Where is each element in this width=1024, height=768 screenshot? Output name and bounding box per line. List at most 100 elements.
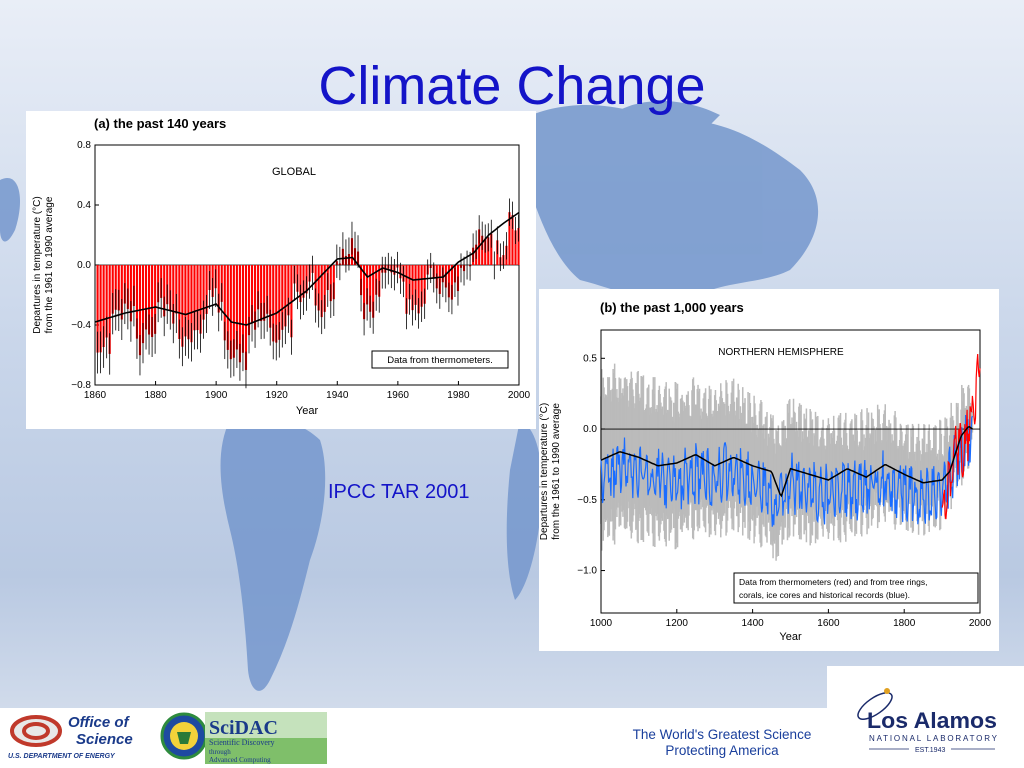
x-tick-label: 1880	[144, 390, 167, 401]
scidac-name: SciDAC	[209, 717, 278, 739]
temperature-bar	[414, 265, 417, 305]
y-tick-label: −0.8	[71, 380, 91, 391]
temperature-bar	[223, 265, 226, 341]
temperature-bar	[148, 265, 151, 335]
x-tick-label: 1600	[817, 618, 840, 629]
los-alamos-logo: Los Alamos NATIONAL LABORATORY EST.1943	[827, 666, 1024, 768]
chart-a-ylabel-group: Departures in temperature (°C) from the 1…	[32, 196, 55, 334]
chart-a-ylabel-line1: Departures in temperature (°C)	[32, 196, 43, 333]
chart-b-ylabel-group: Departures in temperature (°C) from the 1…	[539, 403, 562, 541]
chart-b-annotation-line2: corals, ice cores and historical records…	[739, 590, 910, 600]
temperature-bar	[126, 265, 129, 309]
x-tick-label: 1940	[326, 390, 349, 401]
temperature-bar	[132, 265, 135, 307]
temperature-bar	[284, 265, 287, 327]
atom-nucleus-icon	[884, 688, 890, 694]
temperature-bar	[129, 265, 132, 322]
temperature-bar	[511, 215, 514, 265]
temperature-bar	[317, 265, 320, 311]
temperature-bar	[187, 265, 190, 340]
x-tick-label: 1960	[387, 390, 410, 401]
temperature-bar	[332, 265, 335, 300]
temperature-bar	[408, 265, 411, 300]
y-tick-label: 0.4	[77, 200, 91, 211]
y-tick-label: −0.4	[71, 320, 91, 331]
temperature-bar	[450, 265, 453, 300]
chart-b-xlabel: Year	[779, 631, 802, 643]
x-tick-label: 2000	[508, 390, 531, 401]
chart-b-region-label: NORTHERN HEMISPHERE	[718, 347, 844, 358]
temperature-bar	[108, 265, 111, 354]
chart-panel-past-140-years: (a) the past 140 years 1860 1880 1900 1920 19…	[26, 111, 536, 429]
temperature-bar	[120, 265, 123, 320]
temperature-bar	[196, 265, 199, 331]
chart-a-svg: (a) the past 140 years 1860 1880 1900 1920 19…	[32, 116, 531, 417]
chart-b-ylabel-line1: Departures in temperature (°C)	[539, 403, 550, 540]
temperature-bar	[247, 265, 251, 336]
temperature-bar	[193, 265, 196, 331]
chart-b-svg: (b) the past 1,000 years 1000 1200 1400 1600…	[539, 300, 992, 643]
temperature-bar	[232, 265, 235, 358]
temperature-bar	[508, 212, 511, 265]
chart-a-ylabel-line2: from the 1961 to 1990 average	[44, 196, 55, 333]
temperature-bar	[411, 265, 414, 311]
temperature-bar	[241, 265, 245, 353]
ipcc-caption: IPCC TAR 2001	[328, 481, 470, 503]
scidac-logo: SciDAC Scientific Discovery through Adva…	[205, 712, 327, 764]
temperature-bar	[244, 265, 248, 370]
chart-a-xlabel: Year	[296, 405, 319, 417]
temperature-bar	[278, 265, 281, 340]
temperature-bar	[238, 265, 241, 363]
temperature-bar	[175, 265, 178, 314]
chart-a-region-label: GLOBAL	[272, 166, 316, 178]
temperature-bar	[254, 265, 257, 330]
temperature-bar	[320, 265, 323, 318]
temperature-bar	[190, 265, 193, 343]
temperature-bar	[423, 265, 426, 304]
temperature-bar	[405, 265, 408, 314]
tagline-line2: Protecting America	[665, 743, 779, 758]
temperature-bar	[281, 265, 284, 330]
y-tick-label: 0.8	[77, 140, 91, 151]
temperature-bar	[144, 265, 148, 330]
temperature-bar	[184, 265, 187, 337]
footer-tagline: The World's Greatest Science Protecting …	[606, 727, 838, 759]
temperature-bar	[420, 265, 423, 307]
x-tick-label: 2000	[969, 618, 992, 629]
chart-b-annotation-line1: Data from thermometers (red) and from tr…	[739, 577, 927, 587]
temperature-bar	[299, 265, 302, 303]
y-tick-label: 0.5	[583, 353, 597, 364]
chart-b-ylabel-line2: from the 1961 to 1990 average	[551, 403, 562, 540]
annotation-box	[371, 350, 509, 369]
scidac-sub1: Scientific Discovery	[209, 738, 275, 747]
temperature-bar	[163, 265, 166, 317]
scidac-sub3: Advanced Computing	[209, 756, 271, 764]
temperature-bar	[114, 265, 117, 310]
x-tick-label: 1400	[741, 618, 764, 629]
temperature-bar	[260, 265, 263, 322]
temperature-bar	[205, 265, 208, 314]
office-logo-emblem-outer	[10, 715, 62, 747]
y-tick-label: −0.5	[577, 495, 597, 506]
y-tick-label: 0.0	[77, 260, 91, 271]
office-logo-emblem-inner	[22, 722, 50, 740]
temperature-bar	[154, 265, 157, 334]
temperature-bar	[99, 265, 102, 353]
chart-a-annotation: Data from thermometers.	[387, 355, 493, 366]
temperature-bar	[202, 265, 205, 320]
temperature-bar	[447, 265, 450, 298]
temperature-bar	[96, 265, 99, 353]
chart-a-title: (a) the past 140 years	[94, 116, 226, 131]
lanl-name: Los Alamos	[867, 708, 997, 733]
temperature-bar	[135, 265, 139, 339]
temperature-bar	[199, 265, 202, 334]
x-tick-label: 1900	[205, 390, 228, 401]
temperature-bar	[102, 265, 105, 348]
temperature-bar	[517, 227, 520, 265]
temperature-bar	[417, 265, 420, 314]
lanl-sub: NATIONAL LABORATORY	[869, 734, 998, 743]
annotation-box	[733, 572, 979, 604]
temperature-bar	[363, 265, 366, 320]
office-logo-line1: Office of	[68, 714, 131, 731]
